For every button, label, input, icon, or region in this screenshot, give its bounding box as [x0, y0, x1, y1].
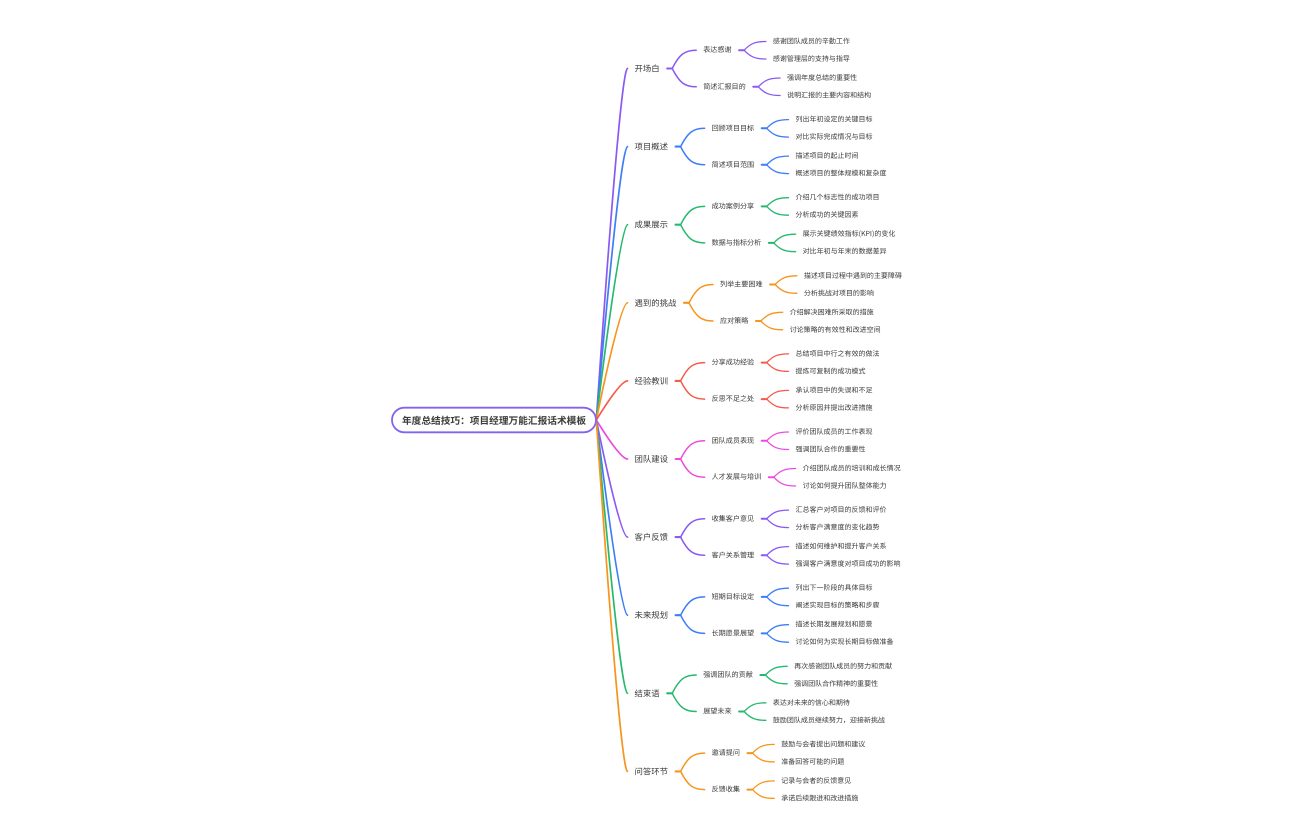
svg-text:团队建设: 团队建设 [635, 453, 669, 465]
svg-text:讨论如何为实现长期目标做准备: 讨论如何为实现长期目标做准备 [796, 637, 894, 647]
svg-text:项目概述: 项目概述 [635, 141, 669, 153]
svg-text:描述如何维护和提升客户关系: 描述如何维护和提升客户关系 [796, 542, 887, 552]
svg-text:描述项目的起止时间: 描述项目的起止时间 [796, 151, 859, 161]
svg-text:回顾项目目标: 回顾项目目标 [712, 123, 755, 133]
svg-text:简述汇报目的: 简述汇报目的 [703, 82, 746, 92]
svg-text:人才发展与培训: 人才发展与培训 [712, 472, 762, 482]
svg-text:感谢团队成员的辛勤工作: 感谢团队成员的辛勤工作 [773, 37, 850, 47]
svg-text:邀请提问: 邀请提问 [712, 748, 740, 758]
svg-text:列出下一阶段的具体目标: 列出下一阶段的具体目标 [796, 583, 873, 593]
svg-text:分析成功的关键因素: 分析成功的关键因素 [796, 210, 859, 220]
svg-text:经验教训: 经验教训 [635, 375, 669, 387]
svg-text:准备回答可能的问题: 准备回答可能的问题 [781, 757, 844, 767]
svg-text:结束语: 结束语 [635, 687, 661, 699]
svg-text:简述项目范围: 简述项目范围 [712, 160, 755, 170]
svg-text:遇到的挑战: 遇到的挑战 [635, 297, 677, 309]
svg-text:开场白: 开场白 [635, 63, 660, 75]
svg-text:未来规划: 未来规划 [635, 609, 669, 621]
svg-text:长期愿景展望: 长期愿景展望 [712, 628, 755, 638]
svg-text:分析原因并提出改进措施: 分析原因并提出改进措施 [796, 403, 873, 413]
svg-text:强调团队合作的重要性: 强调团队合作的重要性 [796, 445, 866, 455]
svg-text:成果展示: 成果展示 [635, 219, 669, 231]
svg-text:列出年初设定的关键目标: 列出年初设定的关键目标 [796, 115, 873, 125]
svg-text:分析客户满意度的变化趋势: 分析客户满意度的变化趋势 [796, 523, 880, 533]
svg-text:反思不足之处: 反思不足之处 [712, 394, 755, 404]
svg-text:强调团队的贡献: 强调团队的贡献 [703, 670, 753, 680]
svg-text:记录与会者的反馈意见: 记录与会者的反馈意见 [781, 776, 851, 786]
svg-text:团队成员表现: 团队成员表现 [712, 436, 755, 446]
svg-text:对比年初与年末的数据差异: 对比年初与年末的数据差异 [803, 247, 887, 257]
svg-text:分析挑战对项目的影响: 分析挑战对项目的影响 [804, 288, 874, 298]
svg-text:表达感谢: 表达感谢 [703, 45, 731, 55]
svg-text:强调年度总结的重要性: 强调年度总结的重要性 [787, 73, 857, 83]
svg-text:阐述实现目标的策略和步骤: 阐述实现目标的策略和步骤 [796, 601, 880, 611]
svg-text:讨论如何提升团队整体能力: 讨论如何提升团队整体能力 [803, 481, 887, 491]
svg-text:收集客户意见: 收集客户意见 [712, 514, 755, 524]
svg-text:讨论策略的有效性和改进空间: 讨论策略的有效性和改进空间 [790, 325, 881, 335]
svg-text:问答环节: 问答环节 [635, 765, 669, 777]
svg-text:汇总客户对项目的反馈和评价: 汇总客户对项目的反馈和评价 [796, 505, 887, 515]
svg-text:反馈收集: 反馈收集 [712, 785, 740, 795]
svg-text:列举主要困难: 列举主要困难 [720, 280, 763, 290]
svg-text:展示关键绩效指标(KPI)的变化: 展示关键绩效指标(KPI)的变化 [803, 229, 896, 239]
svg-text:承认项目中的失误和不足: 承认项目中的失误和不足 [796, 385, 873, 395]
svg-text:分享成功经验: 分享成功经验 [712, 358, 755, 368]
svg-text:概述项目的整体规模和复杂度: 概述项目的整体规模和复杂度 [796, 169, 887, 179]
svg-text:成功案例分享: 成功案例分享 [712, 201, 755, 211]
svg-text:鼓励与会者提出问题和建议: 鼓励与会者提出问题和建议 [781, 739, 865, 749]
svg-text:强调团队合作精神的重要性: 强调团队合作精神的重要性 [794, 679, 878, 689]
svg-text:感谢管理层的支持与指导: 感谢管理层的支持与指导 [773, 54, 850, 64]
svg-text:总结项目中行之有效的做法: 总结项目中行之有效的做法 [796, 349, 880, 359]
svg-text:描述长期发展规划和愿景: 描述长期发展规划和愿景 [796, 620, 873, 630]
svg-text:展望未来: 展望未来 [703, 707, 731, 717]
svg-text:评价团队成员的工作表现: 评价团队成员的工作表现 [796, 427, 873, 437]
svg-text:承诺后续跟进和改进措施: 承诺后续跟进和改进措施 [781, 793, 858, 803]
svg-text:短期目标设定: 短期目标设定 [712, 592, 755, 602]
svg-text:再次感谢团队成员的努力和贡献: 再次感谢团队成员的努力和贡献 [794, 661, 892, 671]
svg-text:客户反馈: 客户反馈 [635, 531, 669, 543]
svg-text:对比实际完成情况与目标: 对比实际完成情况与目标 [796, 132, 873, 142]
svg-text:鼓励团队成员继续努力，迎接新挑战: 鼓励团队成员继续努力，迎接新挑战 [773, 715, 885, 725]
svg-text:数据与指标分析: 数据与指标分析 [712, 238, 762, 248]
svg-text:描述项目过程中遇到的主要障碍: 描述项目过程中遇到的主要障碍 [804, 271, 902, 281]
svg-text:应对策略: 应对策略 [720, 316, 748, 326]
svg-text:介绍几个标志性的成功项目: 介绍几个标志性的成功项目 [796, 193, 880, 203]
svg-text:年度总结技巧：项目经理万能汇报话术模板: 年度总结技巧：项目经理万能汇报话术模板 [402, 413, 586, 427]
svg-text:客户关系管理: 客户关系管理 [712, 550, 755, 560]
svg-text:介绍解决困难所采取的措施: 介绍解决困难所采取的措施 [790, 307, 874, 317]
svg-text:强调客户满意度对项目成功的影响: 强调客户满意度对项目成功的影响 [796, 559, 901, 569]
svg-text:表达对未来的信心和期待: 表达对未来的信心和期待 [773, 698, 850, 708]
svg-text:说明汇报的主要内容和结构: 说明汇报的主要内容和结构 [787, 91, 871, 101]
svg-text:提炼可复制的成功模式: 提炼可复制的成功模式 [796, 366, 866, 376]
svg-text:介绍团队成员的培训和成长情况: 介绍团队成员的培训和成长情况 [803, 464, 901, 474]
